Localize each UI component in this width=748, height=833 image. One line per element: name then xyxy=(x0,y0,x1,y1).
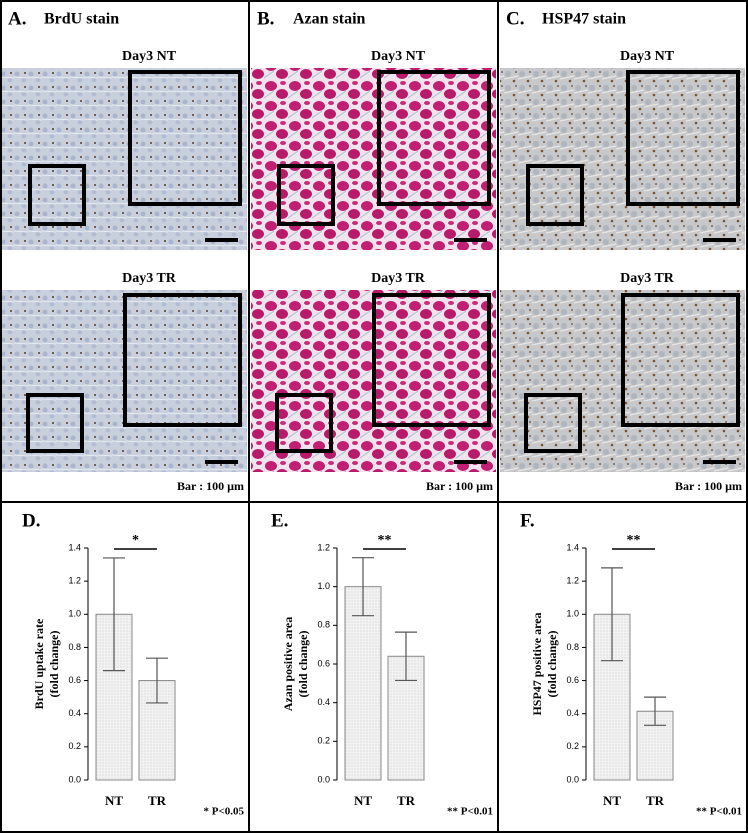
image-caption: Day3 NT xyxy=(122,49,177,64)
y-tick-label: 0.8 xyxy=(68,642,81,652)
y-tick-label: 0.0 xyxy=(317,774,330,784)
y-tick-label: 1.2 xyxy=(566,576,579,586)
panel-label: C. xyxy=(506,8,524,29)
scale-label: Bar : 100 µm xyxy=(675,479,742,493)
panel-label: D. xyxy=(22,510,40,531)
inset-zoom xyxy=(372,293,491,427)
panel-title: HSP47 stain xyxy=(542,11,626,28)
scale-label: Bar : 100 µm xyxy=(426,479,493,493)
inset-box xyxy=(275,393,333,453)
y-tick-label: 1.4 xyxy=(566,542,579,552)
footnote: ** P<0.01 xyxy=(447,806,493,818)
panel-title: Azan stain xyxy=(293,11,366,28)
y-tick-label: 1.2 xyxy=(317,542,330,552)
inset-box xyxy=(524,393,582,453)
y-tick-label: 0.2 xyxy=(68,741,81,751)
x-tick-label: TR xyxy=(148,793,167,808)
y-tick-label: 0.0 xyxy=(566,774,579,784)
image-caption: Day3 TR xyxy=(620,271,675,286)
bar xyxy=(344,586,382,781)
error-bar xyxy=(146,657,168,704)
inset-zoom xyxy=(128,70,242,206)
y-tick-label: 1.2 xyxy=(68,576,81,586)
image-caption: Day3 TR xyxy=(371,271,426,286)
error-bar xyxy=(644,696,666,726)
y-tick-label: 0.6 xyxy=(68,675,81,685)
image-caption: Day3 NT xyxy=(371,49,426,64)
y-tick-label: 0.4 xyxy=(566,708,579,718)
inset-zoom xyxy=(123,293,242,427)
y-tick-label: 0.8 xyxy=(566,642,579,652)
panel-label: A. xyxy=(8,8,26,29)
y-tick-label: 0.2 xyxy=(566,741,579,751)
y-tick-label: 1.0 xyxy=(317,581,330,591)
y-axis-label: (fold change) xyxy=(545,631,559,698)
inset-box xyxy=(28,164,86,226)
panel-label: F. xyxy=(520,510,535,531)
y-tick-label: 0.4 xyxy=(68,708,81,718)
panel-label: B. xyxy=(257,8,274,29)
panel-label: E. xyxy=(271,510,288,531)
y-axis-label: HSP47 positive area xyxy=(530,612,544,715)
x-tick-label: NT xyxy=(354,793,372,808)
significance: ** xyxy=(627,533,641,548)
x-tick-label: NT xyxy=(105,793,123,808)
y-tick-label: 0.0 xyxy=(68,774,81,784)
panel-title: BrdU stain xyxy=(44,11,119,28)
footnote: * P<0.05 xyxy=(204,806,245,818)
inset-box xyxy=(277,164,335,226)
error-bar xyxy=(103,557,125,672)
error-bar xyxy=(395,631,417,682)
significance: * xyxy=(132,533,139,548)
inset-zoom xyxy=(377,70,491,206)
significance: ** xyxy=(378,533,392,548)
inset-zoom xyxy=(621,293,740,427)
y-axis-label: BrdU uptake rate xyxy=(32,618,46,709)
footnote: ** P<0.01 xyxy=(696,806,742,818)
x-tick-label: TR xyxy=(397,793,416,808)
error-bar xyxy=(601,567,623,662)
y-tick-label: 0.4 xyxy=(317,697,330,707)
y-axis-label: (fold change) xyxy=(296,631,310,698)
x-tick-label: TR xyxy=(646,793,665,808)
y-axis-label: (fold change) xyxy=(47,631,61,698)
image-caption: Day3 NT xyxy=(620,49,675,64)
y-tick-label: 1.0 xyxy=(566,609,579,619)
error-bar xyxy=(352,557,374,617)
y-axis-label: Azan positive area xyxy=(281,617,295,711)
y-tick-label: 1.4 xyxy=(68,542,81,552)
inset-box xyxy=(526,164,584,226)
image-caption: Day3 TR xyxy=(122,271,177,286)
inset-zoom xyxy=(626,70,740,206)
y-tick-label: 0.2 xyxy=(317,736,330,746)
y-tick-label: 1.0 xyxy=(68,609,81,619)
y-tick-label: 0.8 xyxy=(317,620,330,630)
y-tick-label: 0.6 xyxy=(566,675,579,685)
inset-box xyxy=(26,393,84,453)
y-tick-label: 0.6 xyxy=(317,658,330,668)
scale-label: Bar : 100 µm xyxy=(177,479,244,493)
x-tick-label: NT xyxy=(603,793,621,808)
